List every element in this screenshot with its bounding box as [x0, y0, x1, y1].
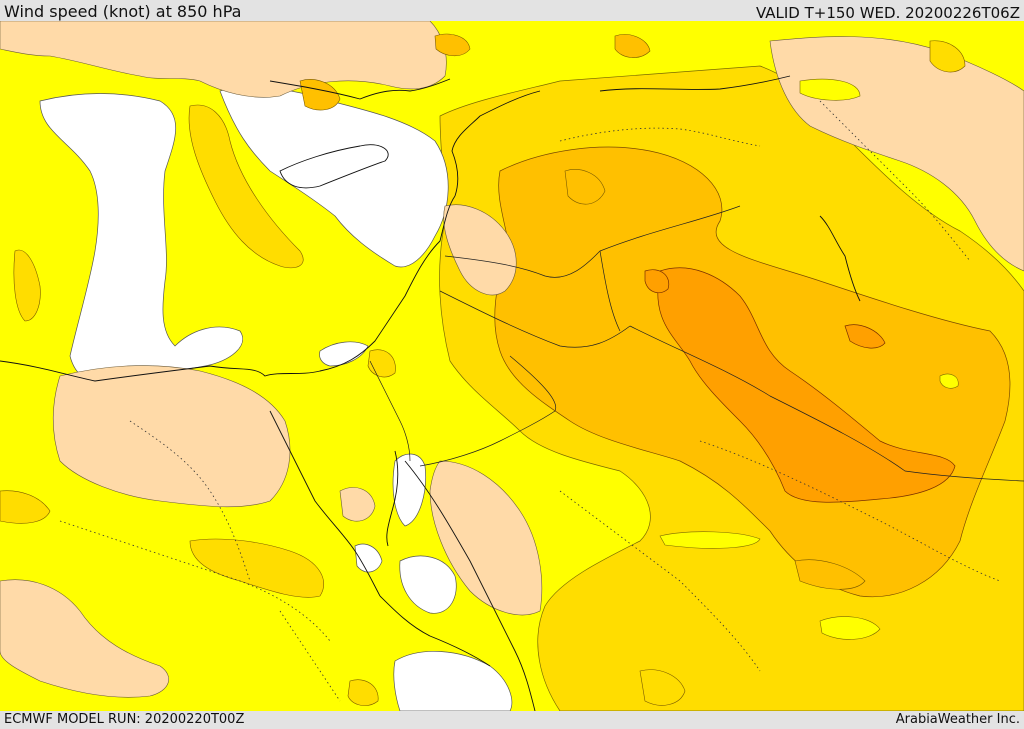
- valid-time: VALID T+150 WED. 20200226T06Z: [755, 4, 1020, 22]
- land-shade-sudan: [0, 579, 169, 698]
- model-run-label: ECMWF MODEL RUN: 20200220T00Z: [4, 712, 245, 727]
- map-header: Wind speed (knot) at 850 hPa VALID T+150…: [0, 0, 1024, 22]
- credit-label: ArabiaWeather Inc.: [895, 712, 1020, 727]
- low-wind-area-small: [354, 543, 383, 573]
- low-wind-area-south: [393, 650, 513, 711]
- low-wind-area-sinai: [392, 453, 426, 527]
- map-title: Wind speed (knot) at 850 hPa: [4, 2, 242, 21]
- land-shade-negev: [339, 487, 376, 522]
- wind-band-4-cell: [644, 269, 670, 294]
- low-wind-area-egypt: [319, 341, 369, 367]
- land-shade-turkey: [0, 21, 447, 98]
- wind-cells: [0, 33, 966, 706]
- weak-wind-patches: [659, 78, 959, 640]
- land-shade-syria: [443, 204, 517, 296]
- low-wind-area-red-sea: [399, 555, 457, 614]
- wind-band-4-cell: [844, 324, 886, 349]
- map-footer: ECMWF MODEL RUN: 20200220T00Z ArabiaWeat…: [0, 711, 1024, 729]
- low-wind-area-west: [39, 93, 243, 384]
- coastlines: [0, 75, 861, 711]
- land-shade-egypt: [52, 365, 291, 508]
- wind-band-4-region: [657, 267, 956, 503]
- land-shade-arabia: [429, 460, 543, 616]
- dotted-boundaries: [59, 100, 1001, 702]
- wind-speed-map[interactable]: [0, 21, 1024, 711]
- political-borders: [369, 205, 1024, 482]
